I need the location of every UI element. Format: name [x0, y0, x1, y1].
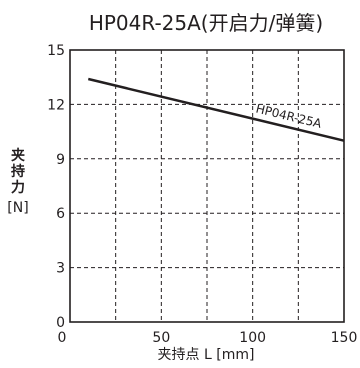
y-tick-labels: 0 3 6 9 12 15 [47, 43, 65, 331]
plot-frame [69, 49, 345, 323]
y-axis-label: 夹持力 [N] [7, 147, 28, 216]
y-tick-label: 9 [56, 152, 65, 168]
y-tick-label: 6 [56, 206, 65, 222]
y-axis-label-part: [N] [7, 200, 28, 216]
grid [70, 50, 344, 322]
x-tick-label: 150 [331, 330, 358, 346]
y-axis-label-part: 持 [11, 163, 25, 180]
series-line [87, 77, 345, 142]
y-tick-label: 3 [56, 261, 65, 277]
x-axis-label: 夹持点 L [mm] [158, 347, 255, 363]
x-tick-label: 100 [239, 330, 266, 346]
y-tick-label: 0 [56, 315, 65, 331]
y-axis-label-part: 力 [11, 179, 25, 196]
x-tick-labels: 0 50 100 150 [58, 330, 358, 346]
y-axis-label-part: 夹 [11, 147, 25, 164]
y-tick-label: 15 [47, 43, 65, 59]
y-tick-label: 12 [47, 97, 65, 113]
x-tick-label: 0 [58, 330, 67, 346]
x-tick-label: 50 [152, 330, 170, 346]
chart-title: HP04R-25A(开启力/弹簧) [89, 11, 323, 35]
series-layer: HP04R-25A [87, 77, 345, 142]
